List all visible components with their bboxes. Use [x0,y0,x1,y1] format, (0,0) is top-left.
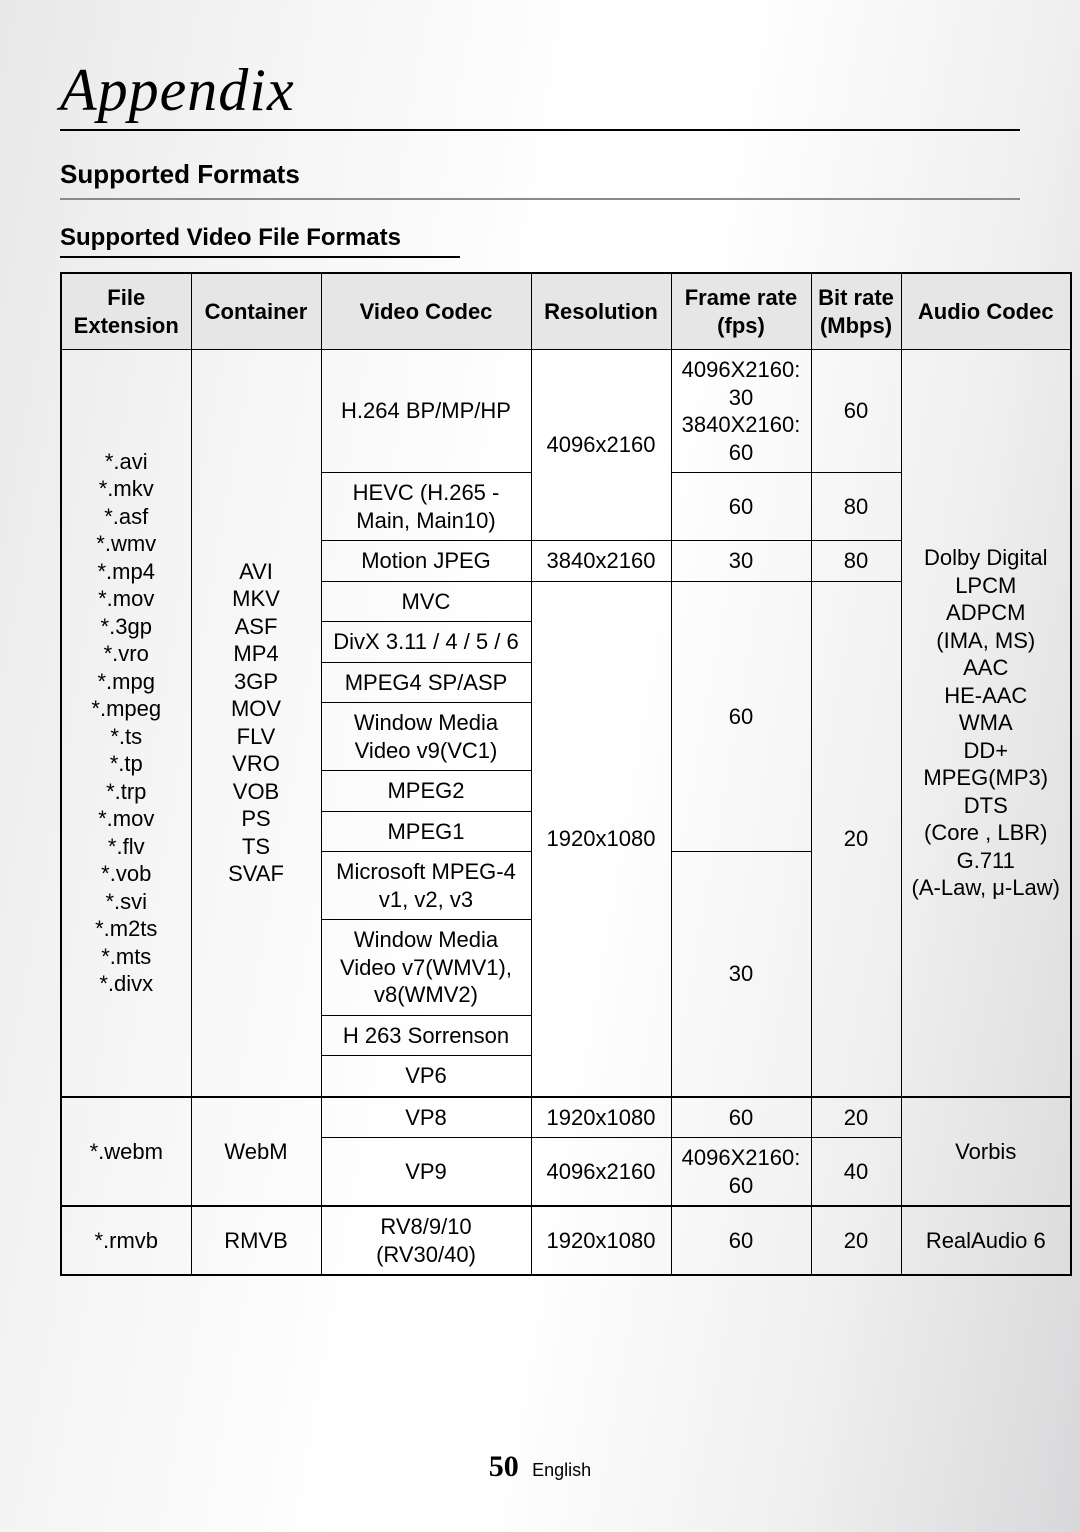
cell-vcodec: HEVC (H.265 - Main, Main10) [321,473,531,541]
cell-vcodec: MVC [321,581,531,622]
table-row: *.avi *.mkv *.asf *.wmv *.mp4 *.mov *.3g… [61,350,1071,473]
table-row: *.rmvb RMVB RV8/9/10 (RV30/40) 1920x1080… [61,1206,1071,1275]
cell-vcodec: H 263 Sorrenson [321,1015,531,1056]
cell-containers: AVI MKV ASF MP4 3GP MOV FLV VRO VOB PS T… [191,350,321,1097]
cell-fps: 4096X2160: 60 [671,1138,811,1207]
page-number: 50 [489,1450,519,1483]
cell-bitrate: 20 [811,581,901,1097]
cell-audio: RealAudio 6 [901,1206,1071,1275]
cell-vcodec: VP9 [321,1138,531,1207]
cell-res: 4096x2160 [531,1138,671,1207]
cell-fps: 30 [671,541,811,582]
cell-audio: Vorbis [901,1097,1071,1207]
cell-container: RMVB [191,1206,321,1275]
cell-bitrate: 60 [811,350,901,473]
col-fps: Frame rate (fps) [671,273,811,350]
subsection-rule [60,256,460,258]
cell-vcodec: VP8 [321,1097,531,1138]
section-rule [60,198,1020,200]
cell-fps: 60 [671,473,811,541]
cell-res: 3840x2160 [531,541,671,582]
cell-fps: 4096X2160: 30 3840X2160: 60 [671,350,811,473]
table-row: *.webm WebM VP8 1920x1080 60 20 Vorbis [61,1097,1071,1138]
col-bitrate: Bit rate (Mbps) [811,273,901,350]
cell-res: 1920x1080 [531,1097,671,1138]
cell-bitrate: 20 [811,1206,901,1275]
table-header-row: File Extension Container Video Codec Res… [61,273,1071,350]
cell-vcodec: Motion JPEG [321,541,531,582]
video-formats-table: File Extension Container Video Codec Res… [60,272,1072,1276]
cell-fps: 60 [671,1097,811,1138]
cell-vcodec: MPEG2 [321,771,531,812]
cell-res: 4096x2160 [531,350,671,541]
cell-fps: 30 [671,852,811,1097]
cell-vcodec: DivX 3.11 / 4 / 5 / 6 [321,622,531,663]
cell-res: 1920x1080 [531,1206,671,1275]
cell-bitrate: 80 [811,473,901,541]
page-title: Appendix [60,56,1020,125]
col-ext: File Extension [61,273,191,350]
cell-audio: Dolby Digital LPCM ADPCM (IMA, MS) AAC H… [901,350,1071,1097]
cell-vcodec: MPEG4 SP/ASP [321,662,531,703]
cell-ext: *.rmvb [61,1206,191,1275]
col-res: Resolution [531,273,671,350]
subsection-heading: Supported Video File Formats [60,224,1020,252]
cell-fps: 60 [671,1206,811,1275]
page-footer: 50 English [0,1450,1080,1484]
cell-vcodec: Microsoft MPEG-4 v1, v2, v3 [321,852,531,920]
page-language: English [532,1460,591,1480]
col-vcodec: Video Codec [321,273,531,350]
cell-bitrate: 40 [811,1138,901,1207]
cell-vcodec: VP6 [321,1056,531,1097]
cell-ext: *.webm [61,1097,191,1207]
col-container: Container [191,273,321,350]
cell-extensions: *.avi *.mkv *.asf *.wmv *.mp4 *.mov *.3g… [61,350,191,1097]
title-rule [60,129,1020,131]
col-acodec: Audio Codec [901,273,1071,350]
cell-fps: 60 [671,581,811,852]
cell-container: WebM [191,1097,321,1207]
cell-vcodec: H.264 BP/MP/HP [321,350,531,473]
cell-vcodec: Window Media Video v7(WMV1), v8(WMV2) [321,920,531,1016]
cell-vcodec: Window Media Video v9(VC1) [321,703,531,771]
section-heading: Supported Formats [60,159,1020,190]
cell-vcodec: MPEG1 [321,811,531,852]
cell-res: 1920x1080 [531,581,671,1097]
cell-bitrate: 20 [811,1097,901,1138]
cell-vcodec: RV8/9/10 (RV30/40) [321,1206,531,1275]
cell-bitrate: 80 [811,541,901,582]
